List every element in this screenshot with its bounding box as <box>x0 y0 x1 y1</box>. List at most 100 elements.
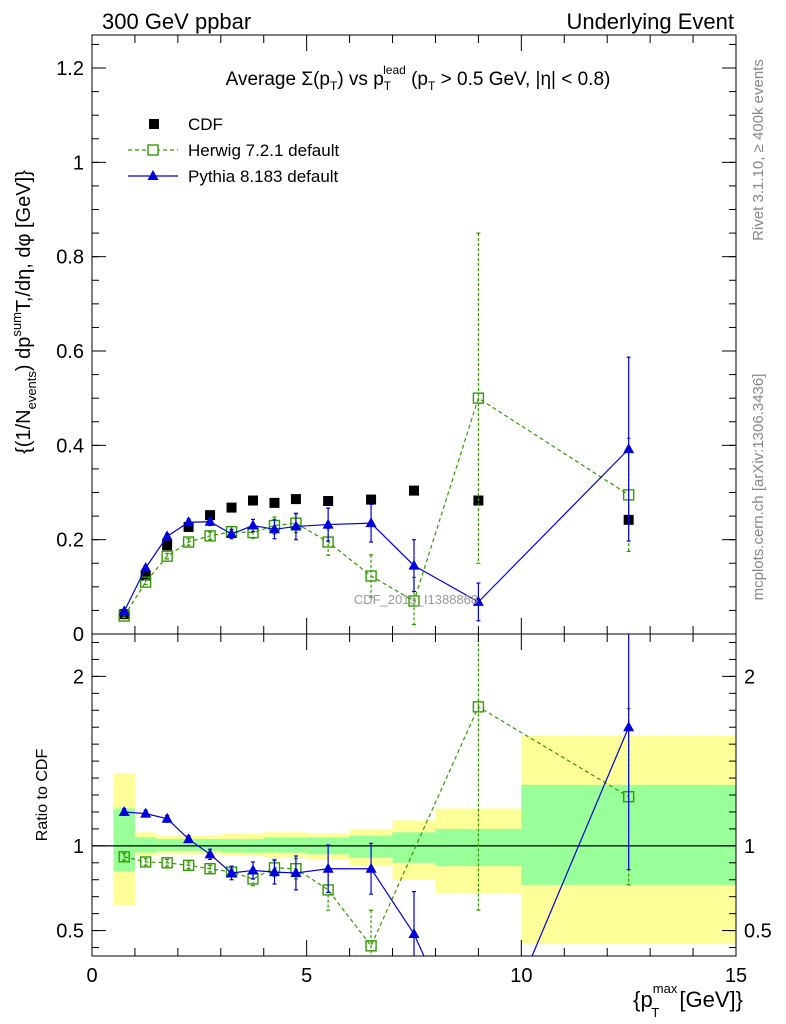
cdf-point-7 <box>269 497 280 508</box>
ratio-ytick-label-right-1: 1 <box>744 836 755 858</box>
herwig-point-12 <box>472 392 485 404</box>
herwig-point-4 <box>204 530 216 542</box>
legend-label-0: CDF <box>188 115 223 134</box>
pythia-point-6 <box>247 519 259 530</box>
pythia-point-10 <box>365 517 377 528</box>
herwig-point-1 <box>139 576 152 588</box>
pythia-ratio-point-0 <box>118 805 130 816</box>
cdf-point-10 <box>366 494 377 505</box>
header-right: Underlying Event <box>566 9 734 34</box>
pythia-ratio-point-5 <box>226 866 238 877</box>
xtick-label-3: 15 <box>725 965 747 987</box>
green-band-1 <box>134 837 157 853</box>
herwig-ratio-point-3 <box>182 859 195 872</box>
herwig-line <box>123 397 629 617</box>
main-ytick-label-1: 0.2 <box>56 530 84 552</box>
green-band-3 <box>177 839 200 851</box>
green-band-2 <box>156 839 178 851</box>
cdf-point-6 <box>248 495 258 506</box>
legend: CDF Herwig 7.2.1 default Pythia 8.183 defa… <box>128 115 339 186</box>
cdf-point-5 <box>226 502 237 513</box>
ratio-plot-marks <box>92 634 736 985</box>
herwig-ratio-line <box>124 706 629 947</box>
cdf-point-1 <box>140 570 151 581</box>
main-ytick-label-5: 1 <box>73 152 84 174</box>
cdf-point-2 <box>162 540 173 551</box>
pythia-point-8 <box>290 520 302 531</box>
pythia-point-4 <box>204 515 216 526</box>
ratio-y-axis-label: Ratio to CDF <box>34 749 51 842</box>
green-band-11 <box>392 832 436 863</box>
xtick-label-0: 0 <box>86 965 97 987</box>
main-ytick-label-0: 0 <box>73 624 84 646</box>
herwig-ratio-point-4 <box>204 863 216 875</box>
main-ytick-label-4: 0.8 <box>56 247 84 269</box>
cdf-point-4 <box>205 510 216 521</box>
header-left: 300 GeV ppbar <box>102 9 251 34</box>
main-ytick-label-2: 0.4 <box>56 435 84 457</box>
cdf-point-11 <box>409 485 419 496</box>
legend-label-2: Pythia 8.183 default <box>188 167 339 186</box>
ratio-ytick-label-right-2: 2 <box>744 666 755 688</box>
legend-herwig-marker <box>147 144 159 156</box>
rivet-version-label: Rivet 3.1.10, ≥ 400k events <box>750 59 767 241</box>
pythia-ratio-point-8 <box>290 866 302 877</box>
pythia-ratio-point-6 <box>247 864 259 875</box>
pythia-ratio-point-12 <box>430 975 441 985</box>
pythia-ratio-point-10 <box>365 862 377 873</box>
pythia-point-2 <box>161 530 173 541</box>
cdf-point-3 <box>183 521 194 532</box>
ratio-ytick-label-2: 2 <box>73 666 84 688</box>
herwig-ratio-point-2 <box>161 857 173 869</box>
main-plot-marks <box>118 232 635 626</box>
green-band-4 <box>199 839 221 851</box>
pythia-ratio-point-11 <box>408 927 420 938</box>
pythia-point-13 <box>623 443 635 454</box>
legend-cdf-marker <box>149 119 159 129</box>
x-axis-label: {pmax T [GeV]} <box>633 981 743 1020</box>
legend-pythia-marker <box>147 170 159 180</box>
green-band-8 <box>285 837 307 853</box>
xtick-label-1: 5 <box>301 965 312 987</box>
pythia-point-11 <box>408 559 420 570</box>
herwig-ratio-point-0 <box>118 851 130 863</box>
pythia-ratio-point-3 <box>183 833 195 844</box>
xtick-label-2: 10 <box>510 965 532 987</box>
mcplots-reference-label: mcplots.cern.ch [arXiv:1306.3436] <box>750 374 767 601</box>
pythia-ratio-point-9 <box>322 862 334 873</box>
pythia-ratio-point-7 <box>268 866 280 877</box>
legend-label-1: Herwig 7.2.1 default <box>188 141 339 160</box>
cdf-point-9 <box>323 495 334 506</box>
pythia-point-5 <box>226 528 238 539</box>
main-ytick-label-3: 0.6 <box>56 341 84 363</box>
main-y-axis-label: {(1/Nevents) dpsumT,/dη, dφ [GeV]} <box>9 170 39 454</box>
analysis-watermark: CDF_2015_I1388868 <box>354 592 478 607</box>
ratio-uncertainty-bands <box>113 735 736 945</box>
herwig-point-3 <box>182 536 195 548</box>
ratio-ytick-label-right-0: 0.5 <box>744 921 772 943</box>
main-ytick-label-6: 1.2 <box>56 58 84 80</box>
ratio-ytick-label-0: 0.5 <box>56 921 84 943</box>
pythia-point-0 <box>118 605 130 616</box>
pythia-point-7 <box>268 523 280 534</box>
pythia-line <box>123 448 630 612</box>
herwig-ratio-point-11 <box>472 701 485 713</box>
pythia-point-12 <box>472 595 484 606</box>
pythia-point-1 <box>140 561 152 572</box>
herwig-point-11 <box>408 595 420 607</box>
cdf-point-8 <box>290 494 301 505</box>
herwig-ratio-point-1 <box>139 856 152 868</box>
pythia-ratio-point-4 <box>204 848 216 859</box>
herwig-ratio-point-10 <box>365 940 377 952</box>
pythia-ratio-point-2 <box>161 812 173 823</box>
axes-ticks: 0 0.2 0.4 0.6 0.8 1 1.2 0.5 0.5 1 1 2 2 0 5 10 15 <box>56 35 772 987</box>
herwig-point-2 <box>161 550 173 562</box>
green-band-7 <box>263 837 286 853</box>
ratio-ytick-label-1: 1 <box>73 836 84 858</box>
herwig-point-10 <box>365 570 377 582</box>
pythia-ratio-point-14 <box>623 721 635 732</box>
plot-title: Average Σ(pT) vs pTlead (pT > 0.5 GeV, |… <box>226 63 611 93</box>
pythia-ratio-point-1 <box>140 807 152 818</box>
pythia-point-9 <box>322 518 334 529</box>
pythia-point-3 <box>183 516 195 527</box>
